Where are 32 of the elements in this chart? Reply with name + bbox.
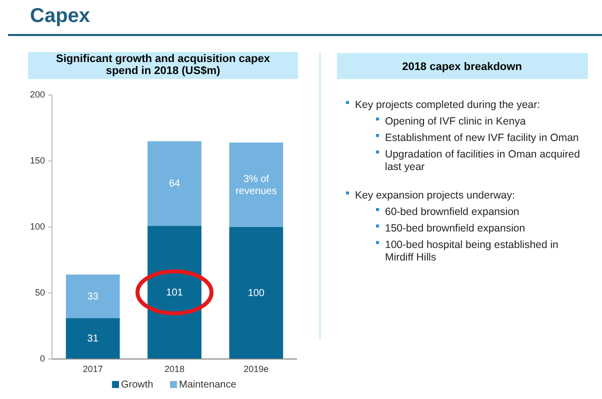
bar [229, 227, 284, 359]
annotation: 3% of revenues [236, 173, 277, 196]
chart-title: Significant growth and acquisition capex spend in 2018 (US$m) [56, 53, 271, 77]
text: Key projects completed during the year: [355, 98, 540, 111]
data-label: 100 [248, 288, 265, 299]
data-label: 101 [166, 286, 184, 298]
data-label: 33 [87, 290, 99, 302]
text: Establishment of new IVF facility in Oman [385, 132, 579, 144]
legend-label: Growth [121, 380, 154, 391]
text: 100-bed hospital being established in Mirdiff Hills [385, 238, 559, 264]
text: 60-bed brownfield expansion [385, 206, 520, 218]
x-tick-label: 2017 [82, 364, 103, 374]
bar [229, 142, 284, 227]
y-tick-label: 0 [40, 353, 45, 364]
text: Key expansion projects underway: [355, 189, 515, 202]
text: Upgradation of facilities in Oman acquired last year [385, 148, 580, 173]
x-tick-label: 2019e [244, 364, 269, 374]
text: Capex [30, 5, 90, 27]
text: 150-bed brownfield expansion [385, 222, 526, 234]
bar [66, 318, 120, 359]
text: Opening of IVF clinic in Kenya [385, 115, 526, 128]
y-tick-label: 150 [30, 155, 45, 166]
data-label: 31 [87, 333, 99, 344]
legend-label: Maintenance [179, 380, 237, 391]
y-tick-label: 200 [30, 89, 45, 100]
bar [148, 141, 202, 226]
x-tick-label: 2018 [164, 364, 185, 374]
y-tick-label: 50 [34, 287, 45, 298]
bar [66, 274, 120, 318]
text: 2018 capex breakdown [402, 60, 522, 73]
y-tick-label: 100 [30, 221, 45, 232]
data-label: 64 [168, 178, 180, 190]
